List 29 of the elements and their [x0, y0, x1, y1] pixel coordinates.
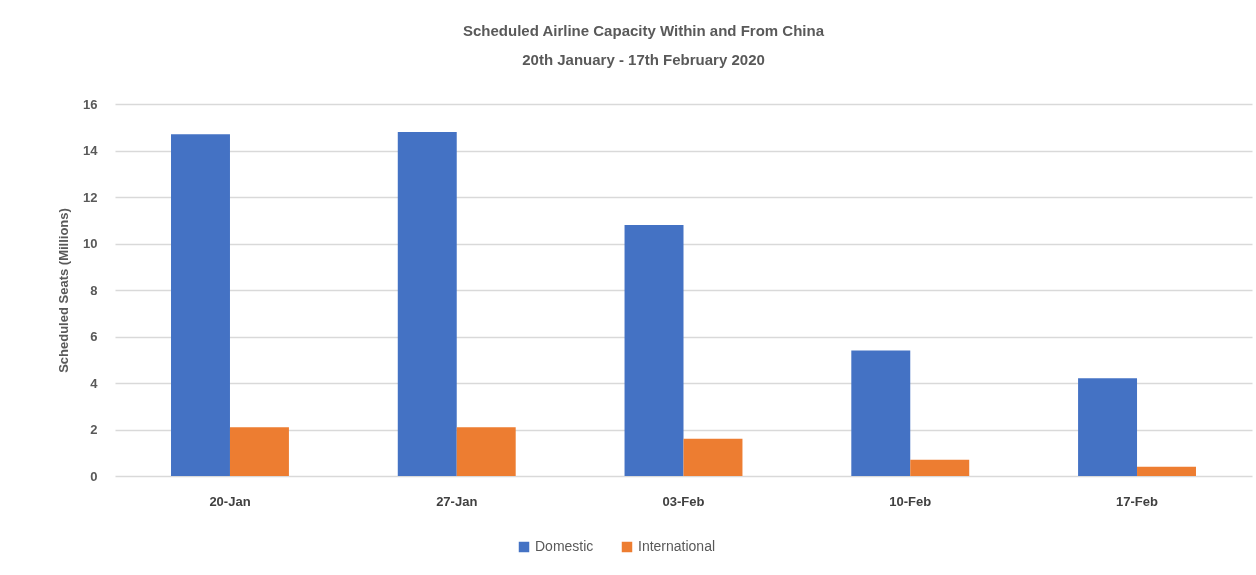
bar	[851, 350, 911, 476]
x-tick-label: 27-Jan	[436, 493, 478, 509]
y-tick-label: 8	[90, 282, 98, 298]
x-tick-label: 10-Feb	[889, 493, 932, 509]
x-tick-label: 03-Feb	[662, 493, 705, 509]
bar	[171, 134, 230, 476]
x-tick-label: 17-Feb	[1116, 493, 1159, 509]
bar	[1137, 466, 1196, 476]
chart-subtitle: 20th January - 17th February 2020	[522, 51, 765, 68]
chart-title: Scheduled Airline Capacity Within and From China	[462, 22, 825, 39]
y-tick-label: 10	[83, 236, 98, 251]
y-tick-label: 16	[83, 96, 98, 112]
bar	[910, 459, 970, 476]
bar	[229, 427, 289, 476]
y-tick-label: 6	[90, 329, 98, 344]
y-tick-label: 14	[83, 143, 99, 158]
legend-label: Domestic	[535, 538, 594, 554]
y-axis-title: Scheduled Seats (Millions)	[56, 208, 72, 373]
y-tick-label: 4	[90, 375, 99, 391]
y-tick-label: 2	[90, 422, 98, 437]
bar	[1078, 378, 1138, 476]
legend-label: International	[638, 538, 716, 554]
bar	[397, 131, 457, 476]
x-tick-label: 20-Jan	[209, 493, 251, 509]
bar	[456, 427, 516, 476]
y-tick-label: 0	[90, 468, 98, 484]
y-tick-label: 12	[83, 189, 98, 205]
bar	[683, 438, 743, 476]
bar	[624, 224, 684, 476]
